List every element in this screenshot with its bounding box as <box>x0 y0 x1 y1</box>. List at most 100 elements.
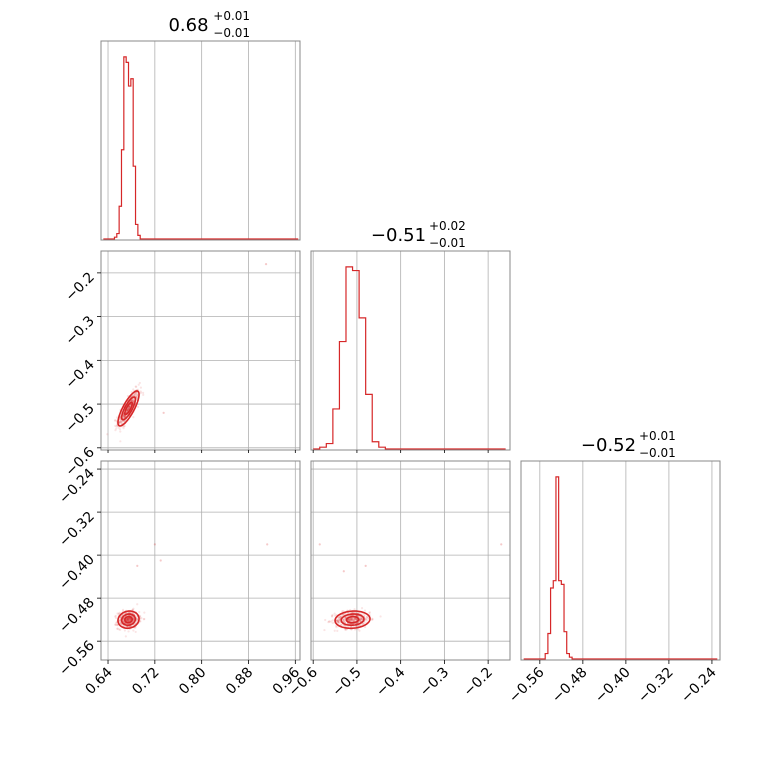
sample-point <box>126 408 129 412</box>
sample-point <box>127 618 130 621</box>
hist-panel-1 <box>310 250 511 451</box>
sample-point <box>123 415 126 419</box>
sample-point <box>350 618 354 621</box>
sample-point <box>371 618 374 621</box>
sample-point <box>333 612 336 615</box>
sample-point <box>120 420 123 423</box>
sample-point <box>336 619 339 622</box>
sample-point <box>128 617 131 620</box>
sample-point <box>352 618 355 621</box>
sample-point <box>119 440 122 443</box>
sample-point <box>127 619 130 622</box>
panel-frame <box>520 460 721 661</box>
density-contour <box>345 615 360 624</box>
outlier-point <box>264 263 268 266</box>
y-tick-label: −0.4 <box>62 357 97 392</box>
sample-point <box>331 621 334 625</box>
sample-point <box>125 618 128 621</box>
sample-point <box>114 419 117 422</box>
sample-point <box>335 619 339 622</box>
param-title-minus: −0.01 <box>213 26 250 40</box>
sample-point <box>353 617 356 620</box>
sample-point <box>128 405 131 408</box>
sample-point <box>127 617 130 620</box>
param-title-minus: −0.01 <box>639 446 676 460</box>
sample-point <box>366 615 369 619</box>
sample-point <box>123 425 126 428</box>
sample-point <box>114 424 117 427</box>
sample-point <box>349 618 352 621</box>
sample-point <box>120 623 123 626</box>
sample-point <box>338 622 341 625</box>
sample-point <box>143 617 146 621</box>
sample-point <box>364 618 367 621</box>
x-tick-label: −0.3 <box>417 665 452 700</box>
x-tick-label: −0.5 <box>329 665 364 700</box>
sample-point <box>132 618 135 621</box>
scatter-panel-0 <box>100 250 301 451</box>
sample-point <box>136 394 139 397</box>
x-tick-label: −0.56 <box>506 664 548 706</box>
sample-point <box>338 618 341 622</box>
sample-point <box>116 623 119 627</box>
sample-point <box>368 611 371 615</box>
sample-point <box>344 628 347 632</box>
sample-point <box>342 609 345 613</box>
sample-point <box>345 628 348 631</box>
scatter-panel-2 <box>310 460 511 661</box>
sample-point <box>365 616 368 619</box>
sample-point <box>139 390 142 393</box>
sample-point <box>117 612 121 615</box>
sample-point <box>359 620 362 623</box>
sample-point <box>118 420 121 424</box>
panel-frame <box>100 40 301 241</box>
x-tick-label: −0.40 <box>592 665 634 707</box>
sample-point <box>359 616 363 620</box>
sample-point <box>132 617 135 620</box>
sample-point <box>119 621 122 624</box>
sample-point <box>125 618 128 621</box>
sample-point <box>119 422 122 425</box>
sample-point <box>132 607 135 610</box>
sample-point <box>124 414 127 418</box>
sample-point <box>139 386 142 389</box>
sample-point <box>358 615 361 618</box>
sample-point <box>142 391 145 394</box>
x-tick-label: −0.32 <box>635 665 677 707</box>
sample-point <box>135 397 139 400</box>
sample-point <box>339 615 342 618</box>
sample-point <box>115 621 118 624</box>
sample-point <box>126 617 129 620</box>
sample-point <box>362 622 365 626</box>
sample-point <box>132 617 135 621</box>
sample-point <box>136 405 140 408</box>
sample-point <box>114 623 117 626</box>
sample-point <box>130 390 133 394</box>
sample-point <box>128 405 131 408</box>
sample-point <box>357 628 360 631</box>
sample-point <box>116 627 119 630</box>
sample-point <box>337 616 340 619</box>
sample-point <box>122 414 125 417</box>
sample-point <box>340 623 343 626</box>
sample-point <box>121 608 125 611</box>
sample-point <box>341 618 344 621</box>
sample-point <box>379 615 382 618</box>
sample-point <box>123 415 126 418</box>
sample-point <box>118 628 121 631</box>
sample-point <box>350 617 353 620</box>
sample-point <box>338 615 342 619</box>
outlier-point <box>153 543 156 546</box>
sample-point <box>126 394 129 398</box>
sample-point <box>324 618 327 622</box>
sample-point <box>353 617 357 620</box>
sample-point <box>336 621 340 624</box>
sample-point <box>125 409 129 413</box>
sample-point <box>336 620 340 623</box>
sample-point <box>363 621 366 624</box>
sample-point <box>126 409 129 412</box>
hist-panel-0 <box>100 40 301 241</box>
sample-point <box>129 618 132 621</box>
sample-point <box>360 617 363 620</box>
sample-point <box>349 611 353 614</box>
